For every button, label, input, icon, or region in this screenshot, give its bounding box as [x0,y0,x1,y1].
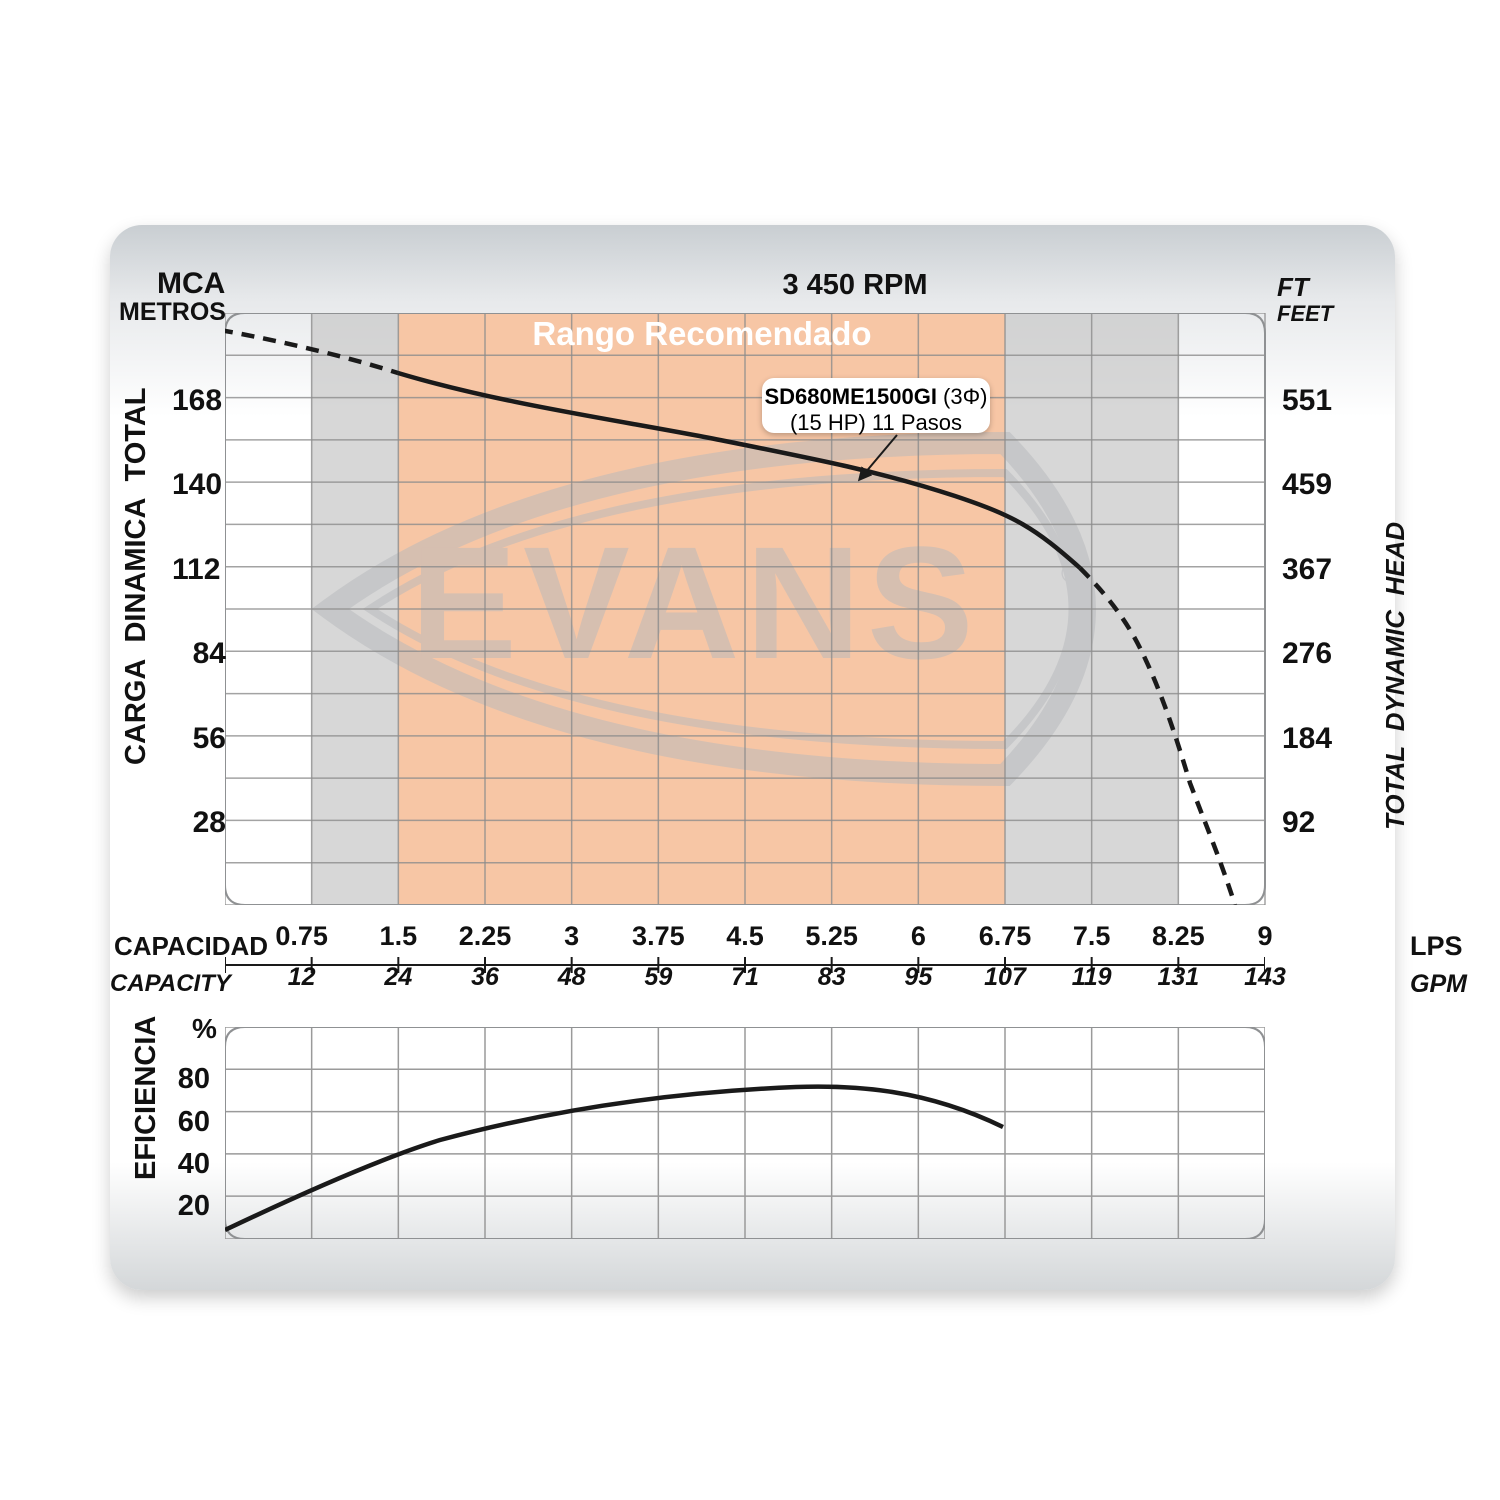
svg-text:EVANS: EVANS [410,513,979,692]
svg-text:Rango Recomendado: Rango Recomendado [532,315,871,352]
